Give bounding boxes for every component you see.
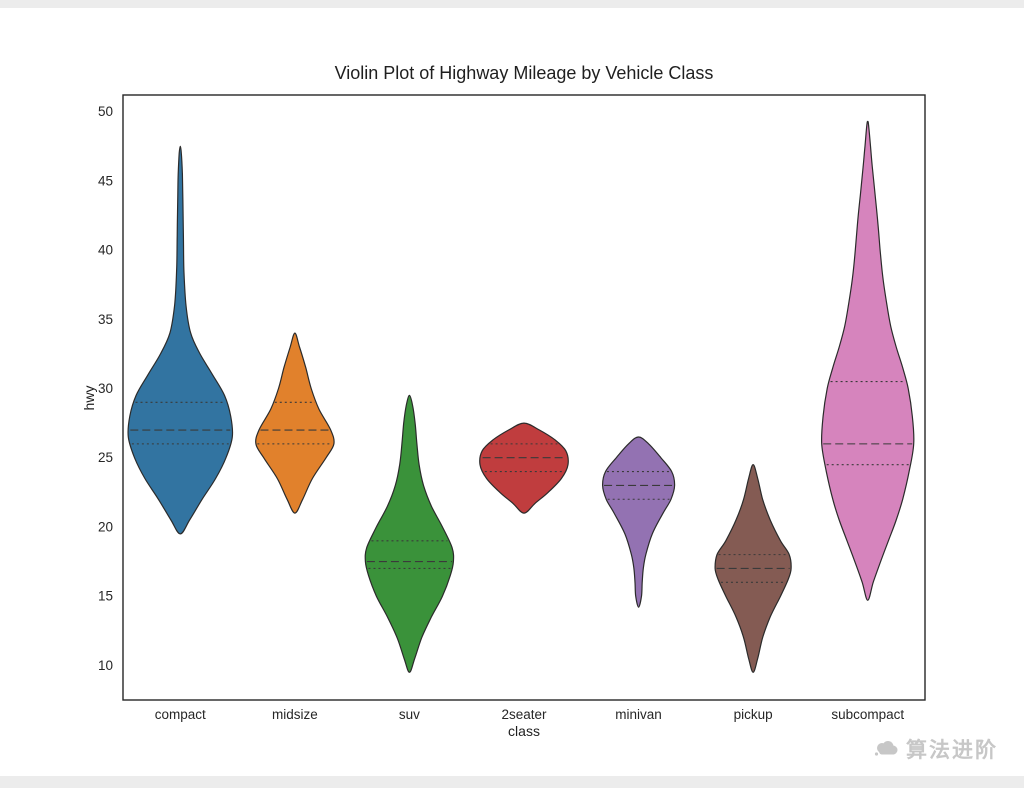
x-tick-label-suv: suv — [399, 707, 420, 722]
violin-subcompact — [820, 120, 915, 601]
y-tick-label-45: 45 — [98, 173, 113, 188]
x-tick-label-subcompact: subcompact — [831, 707, 904, 722]
violin-2seater — [479, 422, 569, 514]
y-axis-label: hwy — [81, 385, 97, 411]
violin-midsize — [255, 332, 335, 514]
y-tick-label-50: 50 — [98, 104, 113, 119]
top-strip — [0, 0, 1024, 8]
x-tick-label-2seater: 2seater — [501, 707, 547, 722]
y-tick-label-15: 15 — [98, 589, 113, 604]
x-tick-label-pickup: pickup — [734, 707, 773, 722]
y-tick-label-25: 25 — [98, 450, 113, 465]
x-axis-label: class — [508, 723, 540, 739]
y-tick-label-30: 30 — [98, 381, 113, 396]
bottom-strip — [0, 776, 1024, 788]
x-tick-label-minivan: minivan — [615, 707, 662, 722]
y-tick-label-40: 40 — [98, 243, 113, 258]
violin-suv — [364, 394, 455, 673]
watermark-cloud-icon — [873, 739, 899, 759]
watermark-text: 算法进阶 — [906, 739, 998, 762]
x-tick-label-midsize: midsize — [272, 707, 318, 722]
y-tick-label-10: 10 — [98, 658, 113, 673]
chart-title: Violin Plot of Highway Mileage by Vehicl… — [334, 63, 714, 83]
y-tick-label-20: 20 — [98, 519, 113, 534]
watermark: 算法进阶 — [873, 734, 998, 764]
y-tick-label-35: 35 — [98, 312, 113, 327]
violin-minivan — [601, 436, 676, 608]
plot-border — [122, 94, 926, 701]
violin-compact — [127, 145, 234, 535]
x-tick-label-compact: compact — [155, 707, 206, 722]
